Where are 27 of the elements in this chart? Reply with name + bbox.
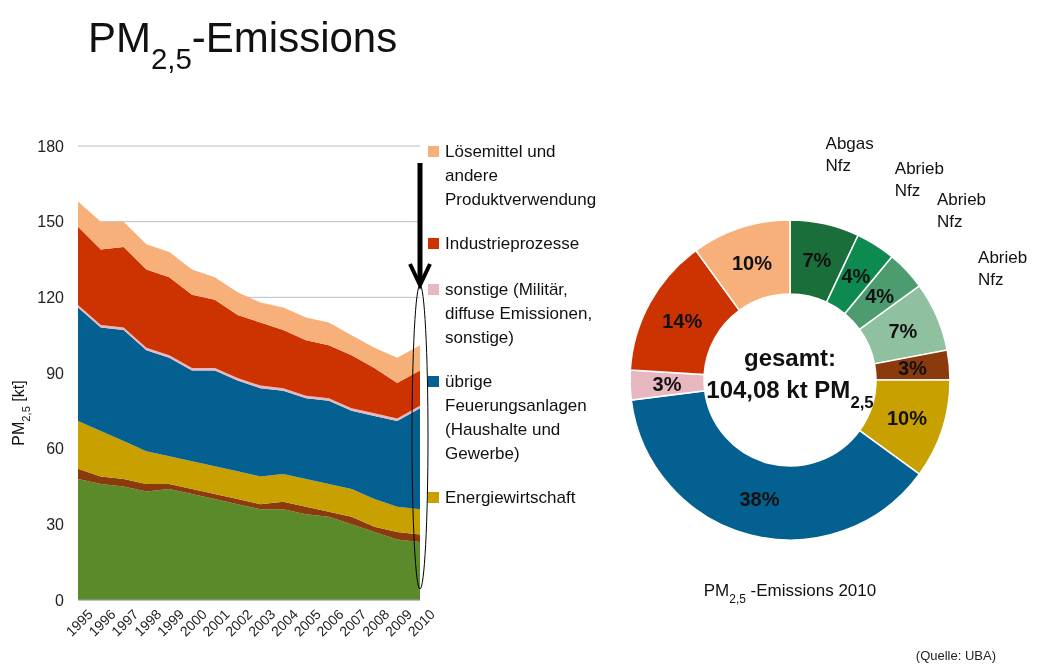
text: (Quelle: UBA) xyxy=(915,648,996,663)
legend-label: sonstige (Militär, diffuse Emissionen, sonstige) xyxy=(445,280,593,347)
chart-title: PM$_{2,5}$-Emissions xyxy=(88,14,398,75)
y-tick-label: 150 xyxy=(37,213,65,231)
data-label: 38% xyxy=(739,488,780,511)
legend-label: Lösemittel und andere Produktverwendung xyxy=(445,142,597,209)
slice-label: Abrieb Nfz xyxy=(978,248,1028,290)
legend-label: Industrieprozesse xyxy=(445,234,580,253)
y-tick-label: 90 xyxy=(46,364,65,382)
y-tick-label: 30 xyxy=(46,515,65,533)
y-tick-label: 60 xyxy=(46,440,65,458)
y-tick-label: 180 xyxy=(37,137,65,155)
y-tick-label: 0 xyxy=(55,591,65,609)
data-label: 3% xyxy=(898,357,928,380)
y-tick-label: 120 xyxy=(37,288,65,306)
legend-label: übrige Feuerungsanlagen (Haushalte und Gewerbe) xyxy=(445,372,587,463)
data-label: 10% xyxy=(886,407,928,430)
text: gesamt: xyxy=(743,344,837,371)
data-label: 7% xyxy=(888,320,918,343)
slice-label: Abgas Nfz xyxy=(825,134,874,176)
data-label: 14% xyxy=(662,309,703,332)
data-label: 10% xyxy=(731,252,773,275)
legend-label: Energiewirtschaft xyxy=(445,488,576,507)
data-label: 3% xyxy=(652,372,682,395)
text: PM$_{2,5}$ -Emissions 2010 xyxy=(703,581,877,606)
data-label: 7% xyxy=(802,248,832,271)
text: 104,08 kt PM$_{2,5}$ xyxy=(706,376,874,412)
